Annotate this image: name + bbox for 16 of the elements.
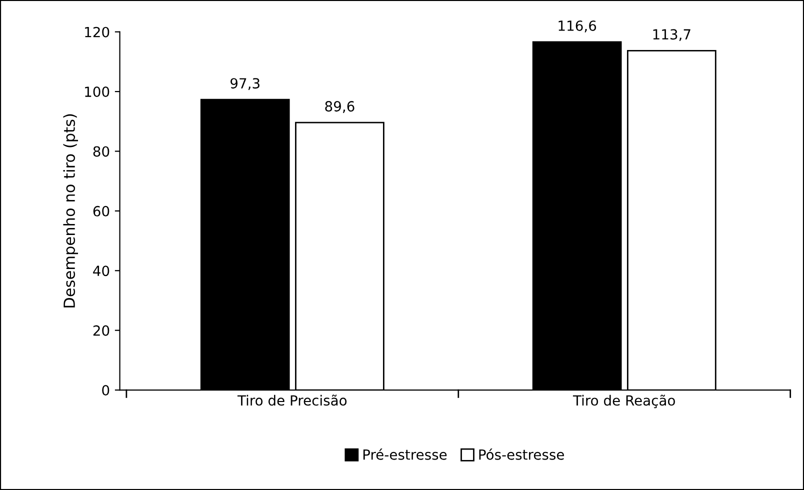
- legend-label: Pós-estresse: [479, 448, 564, 460]
- data-label: 89,6: [325, 101, 354, 113]
- y-tick-label: 60: [93, 206, 110, 216]
- y-tick-label: 100: [85, 86, 110, 98]
- legend-label: Pré-estresse: [363, 448, 447, 460]
- y-tick-label: 80: [93, 146, 110, 157]
- data-label: 97,3: [230, 78, 260, 90]
- y-tick-label: 20: [93, 325, 110, 336]
- data-label: 113,7: [653, 29, 690, 42]
- x-tick-label: Tiro de Reação: [572, 394, 675, 408]
- data-label: 116,6: [558, 20, 596, 32]
- y-tick-label: 40: [93, 266, 110, 276]
- x-tick-label: Tiro de Precisão: [237, 394, 347, 406]
- y-tick-label: 120: [85, 26, 110, 38]
- y-axis-title: Desempenho no tiro (pts): [63, 114, 78, 308]
- y-tick-label: 0: [102, 385, 110, 396]
